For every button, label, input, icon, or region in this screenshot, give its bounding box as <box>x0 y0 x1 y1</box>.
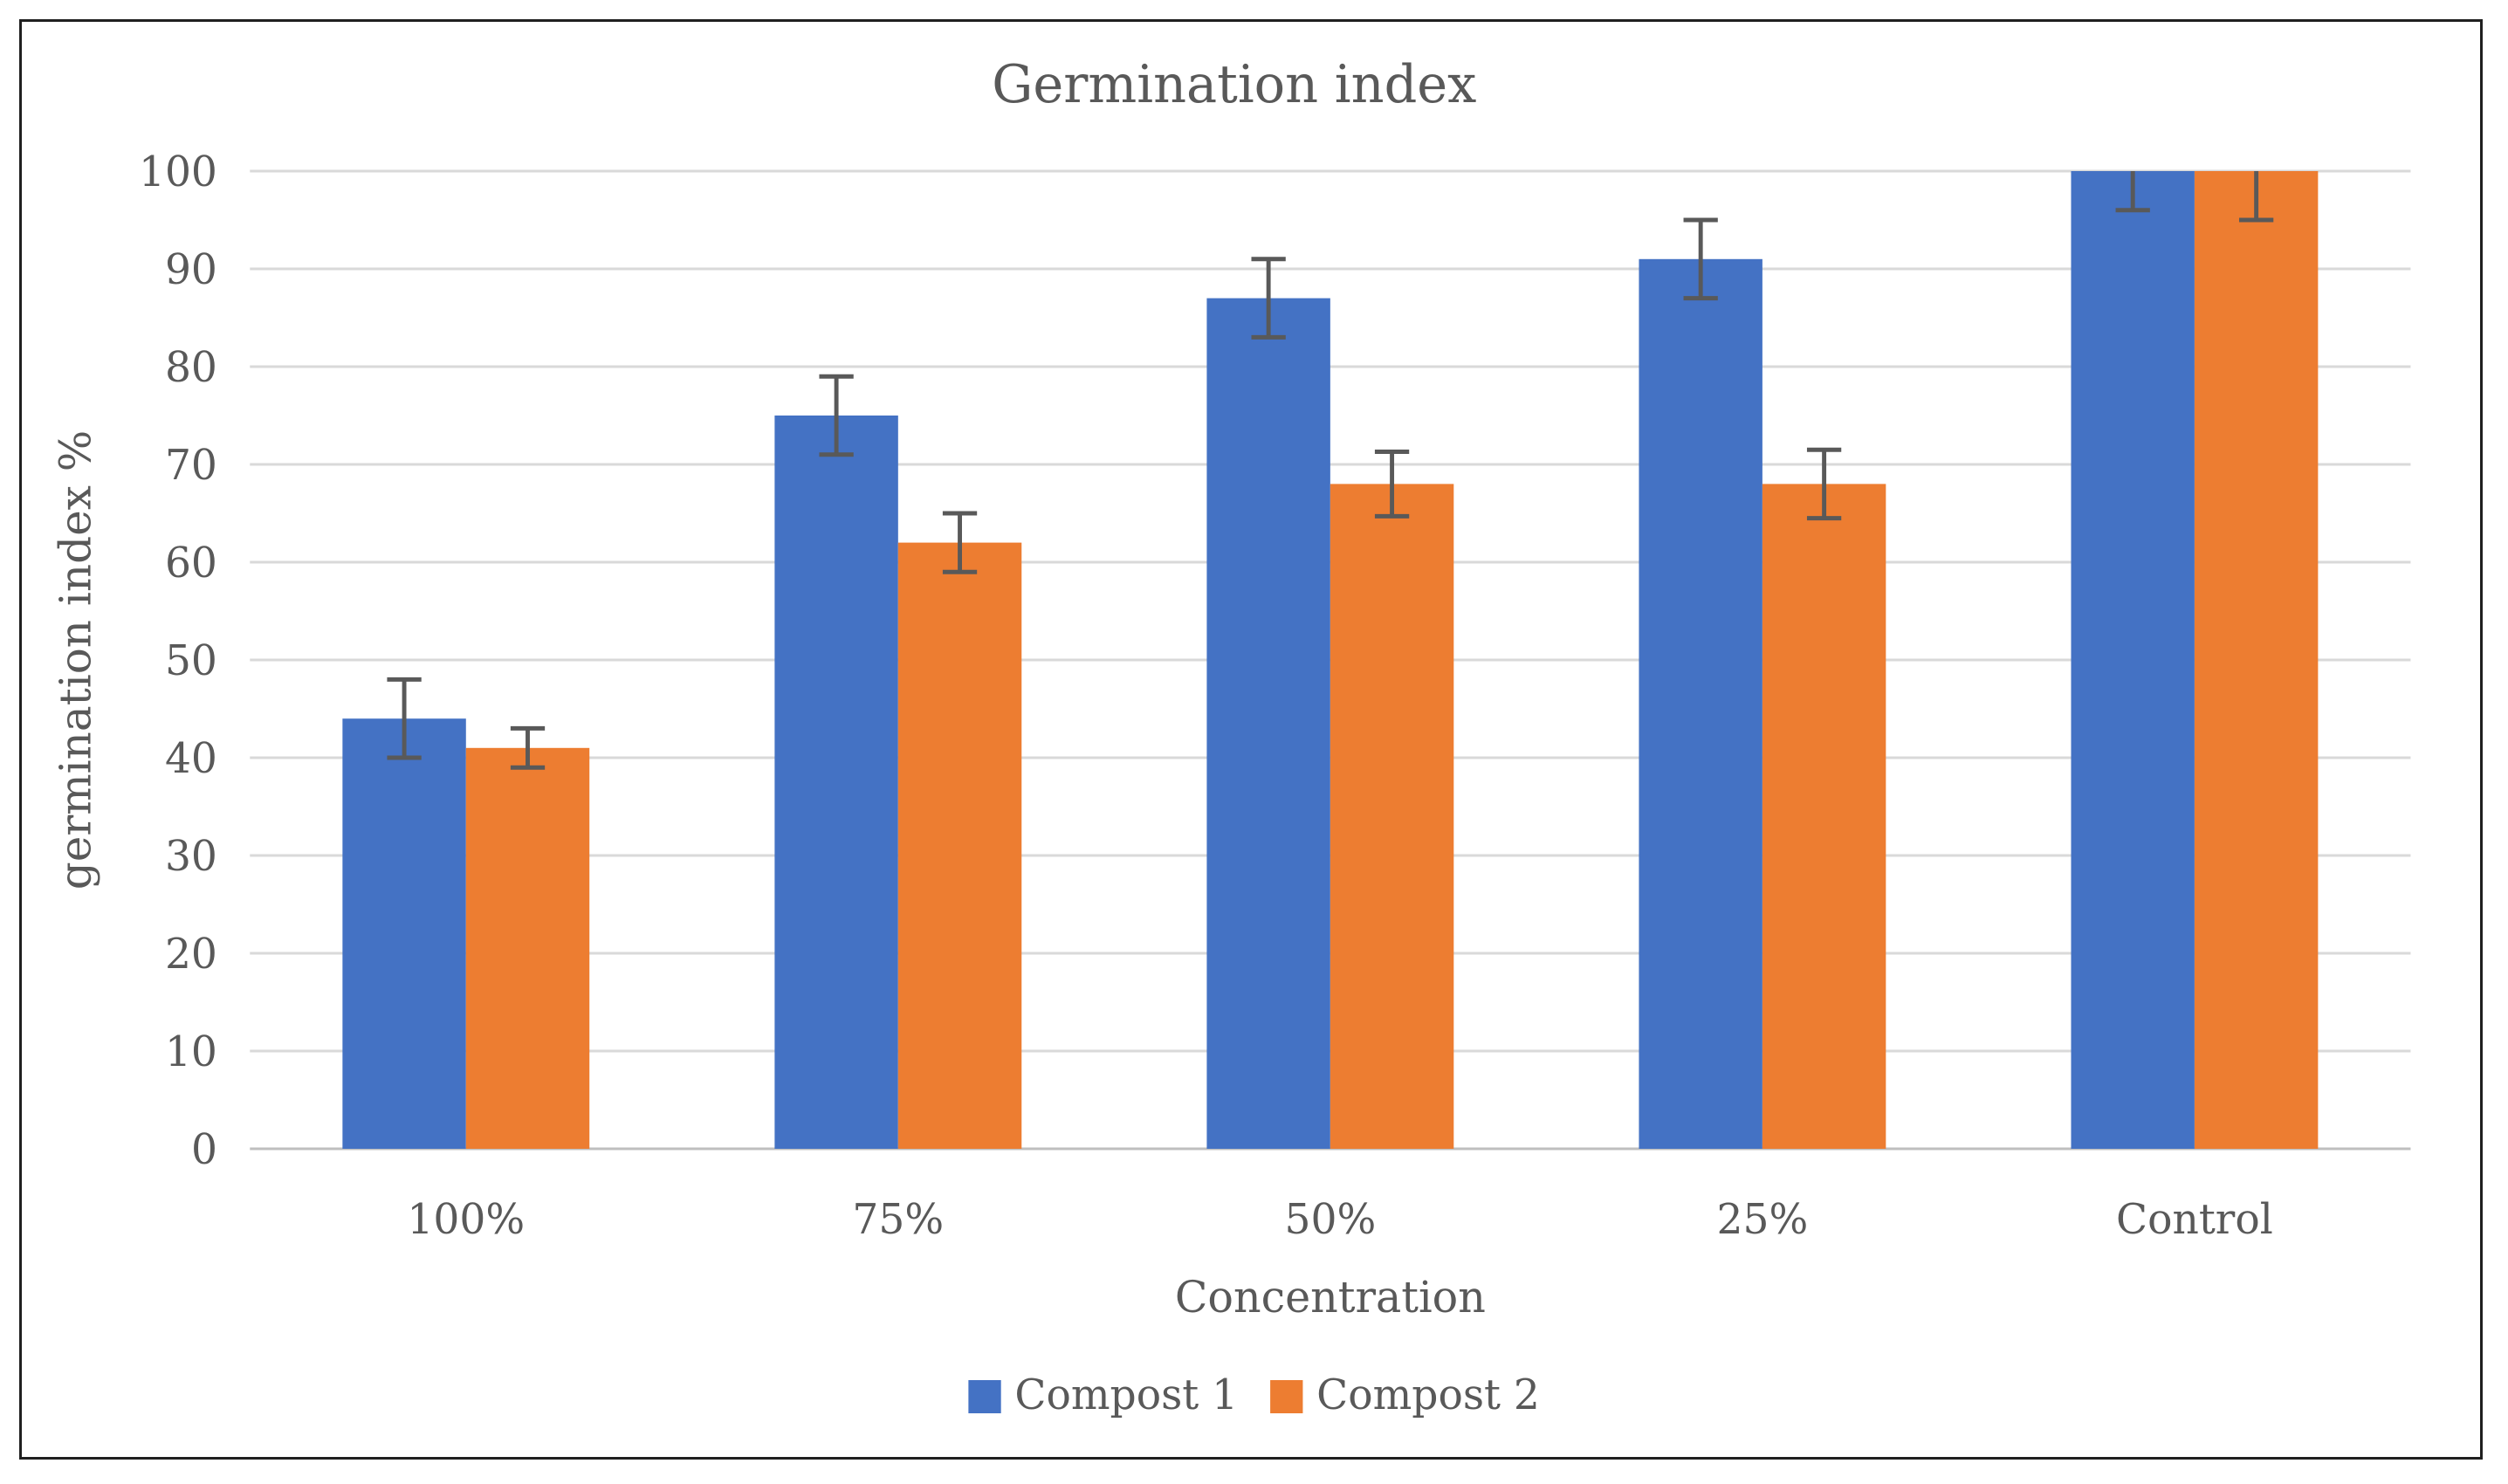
error-bar-compost-2-25pct <box>1806 447 1842 521</box>
error-bar-compost-1-50pct <box>1251 257 1286 340</box>
y-tick-label-50: 50 <box>165 637 217 685</box>
error-bar-compost-2-control <box>2238 171 2274 223</box>
y-tick-label-10: 10 <box>165 1028 217 1076</box>
error-bar-compost-2-100pct <box>510 725 546 770</box>
bar-compost-1-50pct <box>1206 298 1330 1150</box>
y-axis-title: germination index % <box>51 430 100 890</box>
legend-swatch-compost-2 <box>1270 1380 1303 1413</box>
legend: Compost 1 Compost 2 <box>968 1371 1540 1419</box>
error-bar-compost-1-75pct <box>819 374 854 457</box>
germination-bar-chart: 0 10 20 30 40 50 60 70 80 90 100 100% 75% 50% 25% Contr… <box>51 55 2411 1419</box>
y-tick-label-90: 90 <box>165 246 217 294</box>
y-tick-label-100: 100 <box>139 148 217 196</box>
error-bar-compost-1-100pct <box>387 677 422 760</box>
bar-compost-2-25pct <box>1762 484 1886 1149</box>
x-tick-labels: 100% 75% 50% 25% Control <box>407 1196 2272 1244</box>
bar-compost-2-100pct <box>465 747 590 1149</box>
error-bar-compost-1-control <box>2115 171 2150 213</box>
chart-figure: 0 10 20 30 40 50 60 70 80 90 100 100% 75% 50% 25% Contr… <box>19 19 2483 1460</box>
y-tick-label-30: 30 <box>165 833 217 881</box>
legend-item-compost-2: Compost 2 <box>1270 1371 1540 1419</box>
bars <box>342 171 2319 1150</box>
error-bar-compost-1-25pct <box>1683 217 1718 301</box>
chart-title: Germination index <box>992 55 1476 116</box>
error-bars <box>387 171 2274 770</box>
y-tick-label-60: 60 <box>165 539 217 587</box>
legend-item-compost-1: Compost 1 <box>968 1371 1238 1419</box>
x-tick-label-control: Control <box>2116 1196 2273 1244</box>
bar-compost-2-control <box>2194 171 2319 1149</box>
y-tick-label-40: 40 <box>165 735 217 783</box>
bar-compost-1-25pct <box>1639 258 1762 1149</box>
y-tick-label-0: 0 <box>191 1126 217 1174</box>
bar-compost-2-75pct <box>897 542 1022 1149</box>
x-tick-label-75pct: 75% <box>852 1196 944 1244</box>
y-tick-label-80: 80 <box>165 344 217 392</box>
error-bar-compost-2-50pct <box>1374 449 1410 519</box>
error-bar-compost-2-75pct <box>942 511 978 574</box>
x-tick-label-50pct: 50% <box>1284 1196 1376 1244</box>
legend-label-compost-2: Compost 2 <box>1316 1371 1540 1419</box>
legend-label-compost-1: Compost 1 <box>1014 1371 1238 1419</box>
bar-compost-2-50pct <box>1330 484 1454 1149</box>
y-tick-labels: 0 10 20 30 40 50 60 70 80 90 100 <box>139 148 217 1174</box>
bar-compost-1-control <box>2071 171 2195 1149</box>
y-tick-label-70: 70 <box>165 442 217 490</box>
x-tick-label-100pct: 100% <box>407 1196 525 1244</box>
x-axis-title: Concentration <box>1175 1272 1486 1323</box>
bar-compost-1-100pct <box>342 718 466 1149</box>
legend-swatch-compost-1 <box>968 1380 1001 1413</box>
bar-compost-1-75pct <box>774 416 898 1149</box>
y-tick-label-20: 20 <box>165 931 217 979</box>
x-tick-label-25pct: 25% <box>1717 1196 1809 1244</box>
